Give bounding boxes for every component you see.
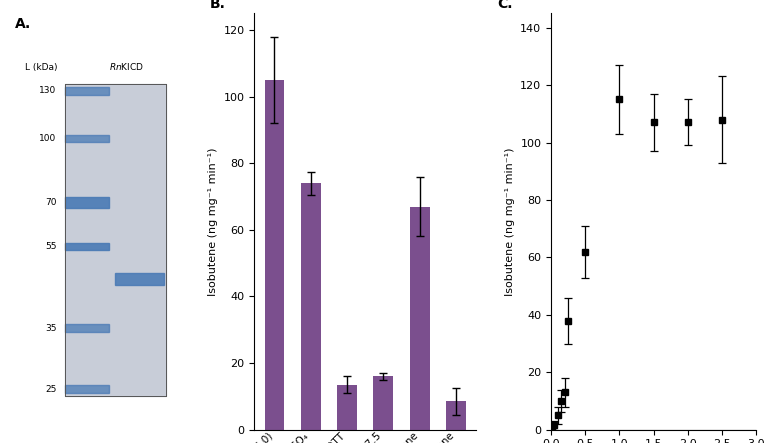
Text: C.: C. [497, 0, 513, 11]
Bar [64, 324, 109, 332]
Bar [301, 183, 321, 430]
Bar [264, 80, 284, 430]
Text: 130: 130 [39, 86, 57, 95]
Bar [374, 377, 393, 430]
Text: L (kDa): L (kDa) [25, 62, 57, 72]
Text: B.: B. [210, 0, 226, 11]
Text: 100: 100 [39, 134, 57, 143]
Text: A.: A. [15, 17, 31, 31]
Bar [64, 135, 109, 142]
Bar [337, 385, 357, 430]
Bar [446, 401, 466, 430]
Bar [115, 273, 164, 284]
Text: 25: 25 [45, 385, 57, 393]
Bar [64, 197, 109, 209]
Y-axis label: Isobutene (ng mg⁻¹ min⁻¹): Isobutene (ng mg⁻¹ min⁻¹) [208, 147, 218, 296]
Bar [64, 87, 109, 95]
Text: 35: 35 [45, 324, 57, 333]
Text: 55: 55 [45, 242, 57, 251]
Text: $\it{Rn}$KICD: $\it{Rn}$KICD [109, 61, 144, 72]
Y-axis label: Isobutene (ng mg⁻¹ min⁻¹): Isobutene (ng mg⁻¹ min⁻¹) [505, 147, 515, 296]
Text: 70: 70 [45, 198, 57, 207]
Bar [64, 385, 109, 393]
Bar [64, 243, 109, 250]
Bar [64, 84, 167, 396]
Bar [410, 206, 430, 430]
